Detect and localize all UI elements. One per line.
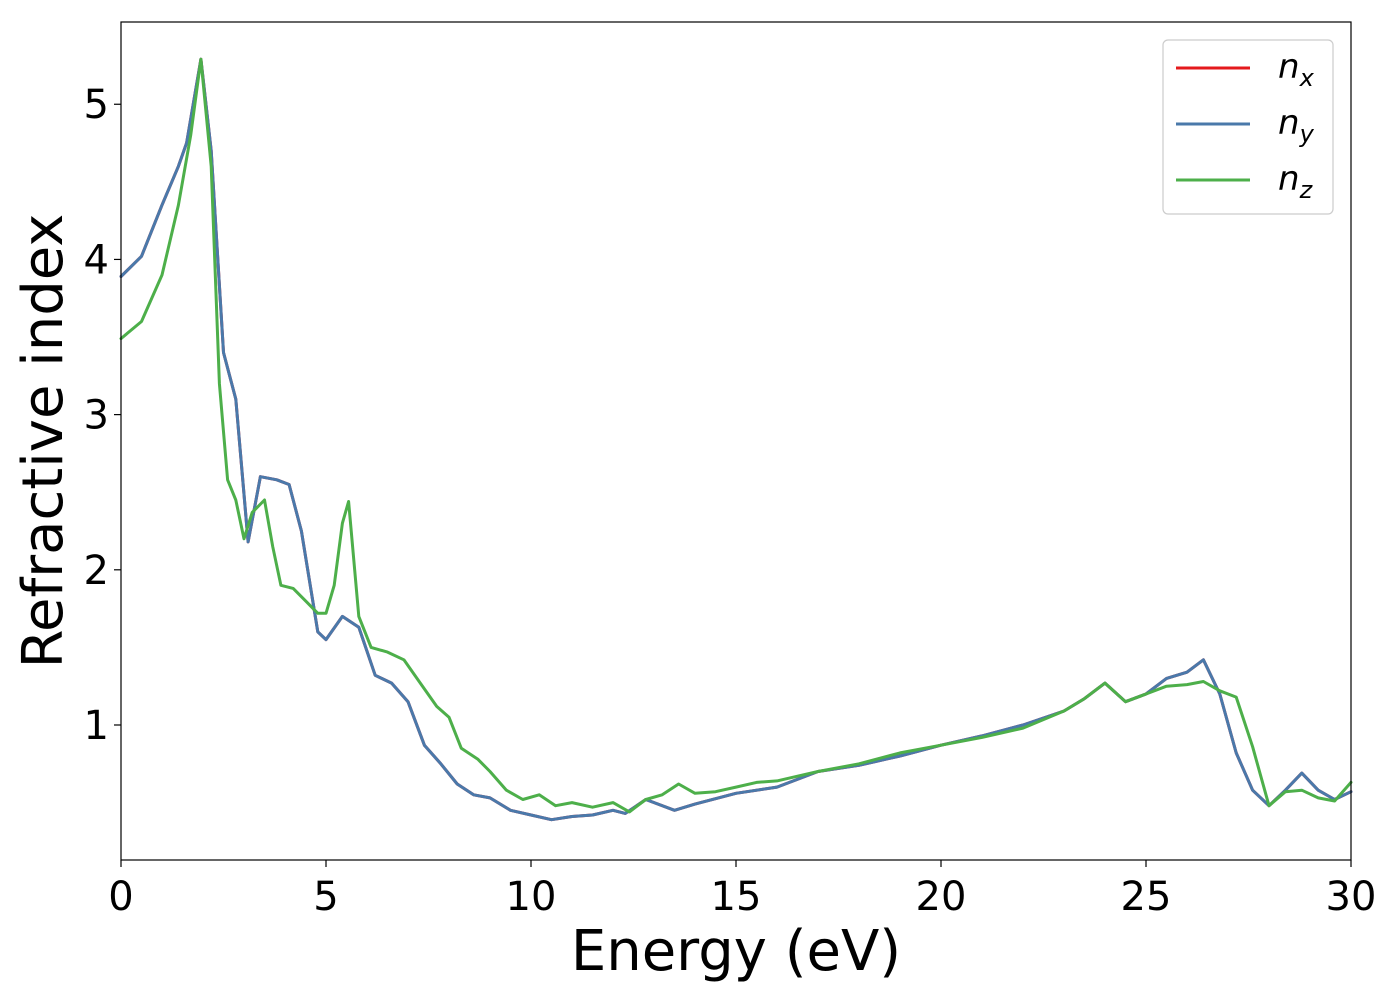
y-tick-label: 3 (84, 393, 109, 439)
legend-label-y: ny (1278, 103, 1315, 148)
x-tick-label: 0 (108, 874, 133, 920)
x-axis-label: Energy (eV) (571, 919, 901, 984)
series-line-z (119, 57, 1353, 814)
legend-box (1162, 39, 1334, 215)
y-tick-label: 4 (84, 237, 109, 283)
y-tick-label: 2 (84, 548, 109, 594)
series-layer (119, 57, 1353, 822)
x-tick-label: 20 (916, 874, 967, 920)
series-line-y (119, 57, 1353, 822)
x-tick-label: 10 (506, 874, 557, 920)
y-axis-label: Refractive index (11, 214, 76, 669)
legend-label-z: nz (1278, 159, 1314, 204)
legend-label-x: nx (1278, 47, 1315, 92)
plot-frame (120, 21, 1352, 861)
y-tick-label: 1 (84, 703, 109, 749)
x-tick-label: 15 (711, 874, 762, 920)
x-tick-label: 25 (1121, 874, 1172, 920)
plot-background (121, 22, 1351, 860)
ticks-layer: 0 5 10 15 20 25 30 1 2 3 4 5 (84, 82, 1377, 920)
y-tick-label: 5 (84, 82, 109, 128)
x-tick-label: 5 (313, 874, 338, 920)
x-tick-label: 30 (1326, 874, 1377, 920)
legend: nx ny nz (1162, 39, 1334, 215)
